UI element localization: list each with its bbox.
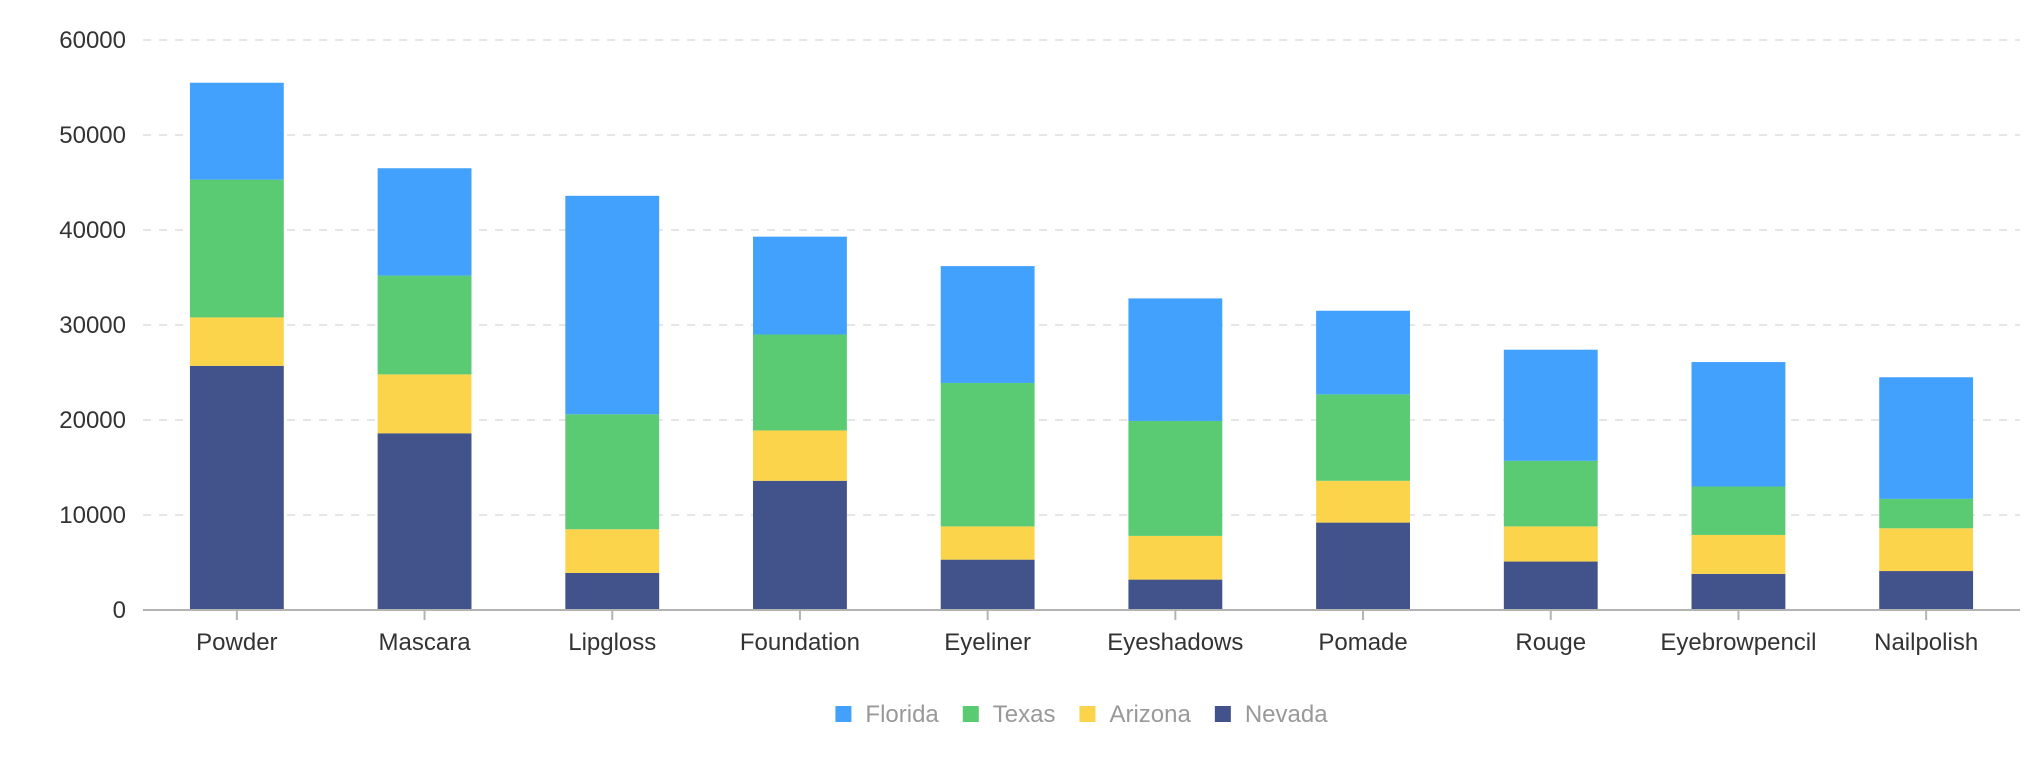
bar-segment-arizona-eyeliner[interactable] <box>940 526 1035 560</box>
bar-segment-texas-eyeliner[interactable] <box>940 382 1035 527</box>
bar-segment-nevada-eyebrowpencil[interactable] <box>1691 573 1786 610</box>
legend-item-texas[interactable]: Texas <box>962 701 1056 728</box>
x-tick-label: Rouge <box>1515 629 1586 656</box>
bar-segment-nevada-mascara[interactable] <box>377 433 472 610</box>
bar-segment-texas-lipgloss[interactable] <box>565 414 660 530</box>
bar-segment-nevada-eyeliner[interactable] <box>940 559 1035 610</box>
bar-segment-texas-mascara[interactable] <box>377 275 472 375</box>
bar-segment-florida-mascara[interactable] <box>377 168 472 276</box>
legend-item-nevada[interactable]: Nevada <box>1214 701 1328 728</box>
bar-segment-arizona-powder[interactable] <box>189 317 284 366</box>
bar-segment-arizona-pomade[interactable] <box>1316 480 1410 523</box>
y-tick-label: 10000 <box>59 502 126 529</box>
bar-segment-arizona-lipgloss[interactable] <box>565 529 660 573</box>
x-tick-label: Powder <box>196 629 277 656</box>
bar-segment-nevada-lipgloss[interactable] <box>565 572 660 610</box>
legend-item-arizona[interactable]: Arizona <box>1079 701 1192 728</box>
x-tick-label: Eyeshadows <box>1107 629 1243 656</box>
y-tick-label: 60000 <box>59 27 126 54</box>
bar-segment-arizona-rouge[interactable] <box>1503 526 1598 562</box>
legend-swatch <box>962 706 979 722</box>
bars <box>189 82 1974 610</box>
bar-segment-arizona-eyebrowpencil[interactable] <box>1691 534 1786 574</box>
bar-segment-florida-pomade[interactable] <box>1316 310 1410 395</box>
legend-label: Texas <box>993 701 1056 728</box>
legend-label: Florida <box>865 701 939 728</box>
y-axis-ticks: 0 10000 20000 30000 40000 50000 60000 <box>59 27 126 624</box>
bar-segment-texas-foundation[interactable] <box>753 334 847 431</box>
y-tick-label: 0 <box>113 597 126 624</box>
bar-segment-florida-powder[interactable] <box>189 82 284 180</box>
x-tick-label: Pomade <box>1318 629 1407 656</box>
bar-segment-florida-rouge[interactable] <box>1503 349 1598 461</box>
bar-segment-florida-eyeshadows[interactable] <box>1128 298 1223 421</box>
legend-label: Arizona <box>1109 701 1191 728</box>
y-tick-label: 20000 <box>59 407 126 434</box>
bar-segment-arizona-nailpolish[interactable] <box>1879 528 1974 572</box>
bar-segment-arizona-eyeshadows[interactable] <box>1128 535 1223 580</box>
x-tick-label: Eyeliner <box>944 629 1031 656</box>
bar-segment-arizona-foundation[interactable] <box>753 430 847 481</box>
x-tick-label: Foundation <box>740 629 860 656</box>
bar-segment-texas-pomade[interactable] <box>1316 394 1410 481</box>
y-tick-label: 40000 <box>59 217 126 244</box>
bar-segment-texas-rouge[interactable] <box>1503 460 1598 527</box>
bar-segment-florida-nailpolish[interactable] <box>1879 377 1974 499</box>
y-tick-label: 50000 <box>59 122 126 149</box>
bar-segment-texas-nailpolish[interactable] <box>1879 498 1974 529</box>
x-tick-label: Nailpolish <box>1874 629 1978 656</box>
bar-segment-florida-lipgloss[interactable] <box>565 195 660 415</box>
bar-segment-nevada-nailpolish[interactable] <box>1879 571 1974 610</box>
bar-segment-nevada-rouge[interactable] <box>1503 561 1598 610</box>
bar-segment-florida-eyeliner[interactable] <box>940 266 1035 383</box>
bar-segment-arizona-mascara[interactable] <box>377 374 472 434</box>
legend-swatch <box>835 706 852 722</box>
x-axis: Powder Mascara Lipgloss Foundation Eyeliner E… <box>143 609 2020 656</box>
bar-segment-texas-eyeshadows[interactable] <box>1128 420 1223 536</box>
bar-segment-nevada-powder[interactable] <box>189 365 284 610</box>
bar-segment-texas-eyebrowpencil[interactable] <box>1691 486 1786 535</box>
bar-segment-nevada-foundation[interactable] <box>753 480 847 610</box>
bar-segment-nevada-pomade[interactable] <box>1316 522 1410 610</box>
x-tick-label: Eyebrowpencil <box>1660 629 1816 656</box>
bar-segment-nevada-eyeshadows[interactable] <box>1128 579 1223 610</box>
y-tick-label: 30000 <box>59 312 126 339</box>
x-tick-label: Lipgloss <box>568 629 656 656</box>
bar-segment-florida-eyebrowpencil[interactable] <box>1691 362 1786 487</box>
legend: Florida Texas Arizona Nevada <box>835 701 1328 728</box>
legend-item-florida[interactable]: Florida <box>835 701 939 728</box>
legend-label: Nevada <box>1245 701 1328 728</box>
bar-segment-florida-foundation[interactable] <box>753 236 847 335</box>
bar-segment-texas-powder[interactable] <box>189 179 284 318</box>
legend-swatch <box>1079 706 1096 722</box>
legend-swatch <box>1214 706 1231 722</box>
x-tick-label: Mascara <box>379 629 472 656</box>
